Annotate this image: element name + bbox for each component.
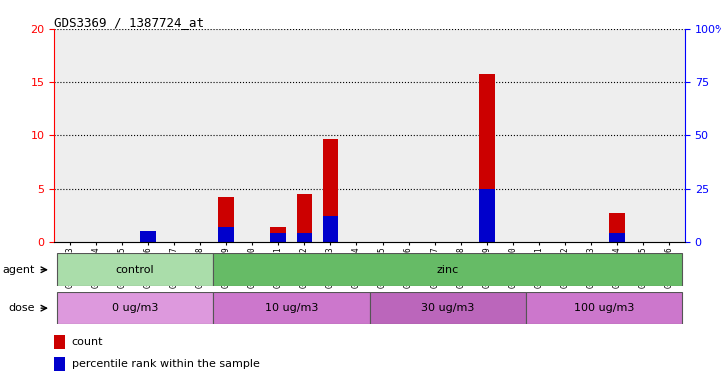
Text: agent: agent bbox=[3, 265, 35, 275]
Text: dose: dose bbox=[9, 303, 35, 313]
Bar bbox=[140, 235, 156, 242]
Text: 30 ug/m3: 30 ug/m3 bbox=[421, 303, 474, 313]
Bar bbox=[609, 213, 625, 242]
Bar bbox=[322, 139, 338, 242]
Bar bbox=[270, 227, 286, 242]
Text: 0 ug/m3: 0 ug/m3 bbox=[112, 303, 158, 313]
Text: GDS3369 / 1387724_at: GDS3369 / 1387724_at bbox=[54, 16, 204, 29]
Bar bbox=[218, 227, 234, 242]
Bar bbox=[526, 292, 682, 324]
Bar bbox=[213, 253, 682, 286]
Text: count: count bbox=[71, 337, 103, 347]
Bar bbox=[140, 231, 156, 242]
Bar bbox=[270, 233, 286, 242]
Bar bbox=[57, 292, 213, 324]
Bar bbox=[296, 233, 312, 242]
Bar bbox=[54, 335, 66, 349]
Bar bbox=[218, 197, 234, 242]
Bar bbox=[479, 74, 495, 242]
Text: 100 ug/m3: 100 ug/m3 bbox=[574, 303, 634, 313]
Bar bbox=[369, 292, 526, 324]
Text: control: control bbox=[115, 265, 154, 275]
Bar bbox=[296, 194, 312, 242]
Bar bbox=[609, 233, 625, 242]
Text: percentile rank within the sample: percentile rank within the sample bbox=[71, 359, 260, 369]
Bar bbox=[479, 189, 495, 242]
Text: zinc: zinc bbox=[437, 265, 459, 275]
Bar bbox=[322, 216, 338, 242]
Bar bbox=[54, 357, 66, 371]
Text: 10 ug/m3: 10 ug/m3 bbox=[265, 303, 318, 313]
Bar bbox=[213, 292, 369, 324]
Bar bbox=[57, 253, 213, 286]
